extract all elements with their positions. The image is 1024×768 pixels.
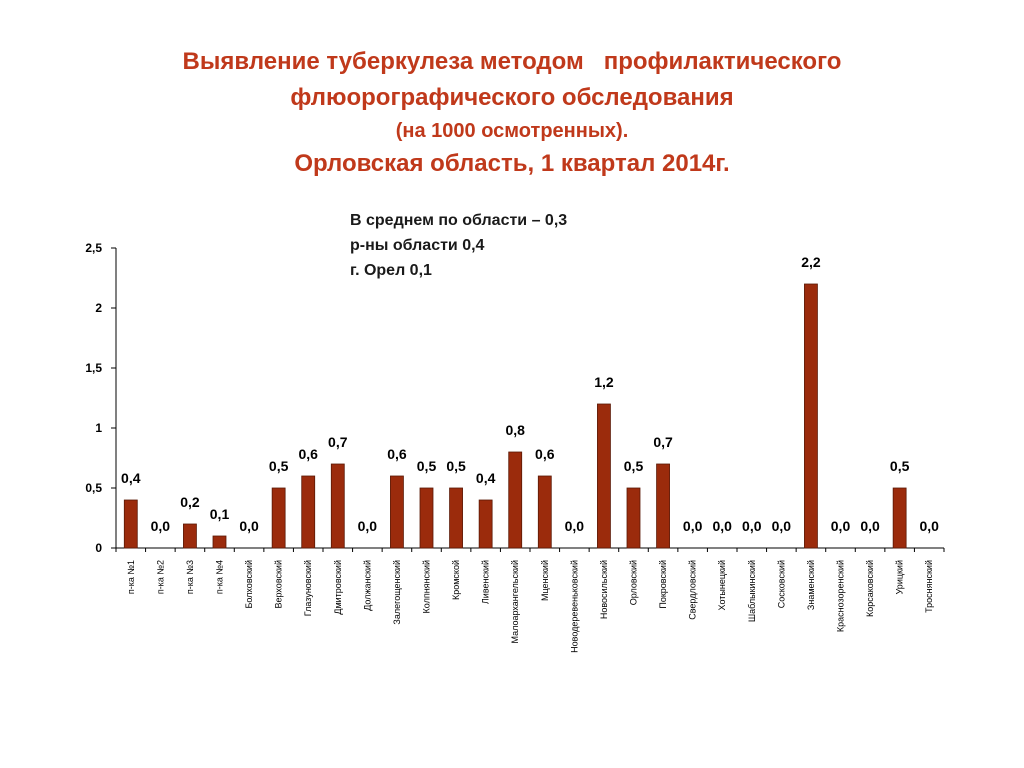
y-tick-label: 0,5 bbox=[85, 481, 102, 495]
category-label: Должанский bbox=[362, 560, 372, 611]
note-districts: р-ны области 0,4 bbox=[350, 237, 485, 254]
category-label: Глазуновский bbox=[303, 560, 313, 616]
bar bbox=[537, 475, 552, 549]
bar-value-label: 1,2 bbox=[594, 374, 614, 390]
bar-value-label: 0,6 bbox=[298, 446, 318, 462]
category-label: Корсаковский bbox=[865, 560, 875, 617]
bar-value-label: 0,7 bbox=[653, 434, 673, 450]
y-tick-label: 0 bbox=[95, 541, 102, 555]
bar bbox=[626, 487, 641, 549]
y-tick-label: 1,5 bbox=[85, 361, 102, 375]
y-tick-label: 2 bbox=[95, 301, 102, 315]
chart-title-line-2: флюорографического обследования bbox=[290, 84, 734, 111]
category-label: Дмитровский bbox=[333, 560, 343, 615]
category-label: Новосильский bbox=[599, 560, 609, 619]
category-label: Ливенский bbox=[481, 560, 491, 604]
bar-value-label: 0,0 bbox=[565, 518, 585, 534]
bar bbox=[656, 463, 670, 549]
bar-value-label: 0,0 bbox=[358, 518, 378, 534]
bar-value-label: 0,5 bbox=[417, 458, 437, 474]
note-average: В среднем по области – 0,3 bbox=[350, 212, 568, 229]
bar-value-label: 0,0 bbox=[712, 518, 732, 534]
bar-value-label: 0,0 bbox=[919, 518, 939, 534]
bar-value-label: 0,2 bbox=[180, 494, 200, 510]
bar bbox=[390, 475, 404, 549]
bar bbox=[892, 487, 907, 549]
note-city: г. Орел 0,1 bbox=[350, 262, 432, 279]
category-label: п-ка №4 bbox=[215, 560, 225, 594]
y-tick-label: 1 bbox=[95, 421, 102, 435]
bar bbox=[804, 283, 818, 549]
bar-value-label: 0,5 bbox=[446, 458, 466, 474]
category-label: Колпнянский bbox=[422, 560, 432, 613]
category-label: Свердловский bbox=[688, 560, 698, 620]
category-label: Мценский bbox=[540, 560, 550, 601]
bar bbox=[597, 403, 611, 549]
bar-value-label: 0,0 bbox=[831, 518, 851, 534]
category-label: Болховский bbox=[244, 560, 254, 609]
bar-value-label: 0,0 bbox=[742, 518, 762, 534]
category-label: Краснозоренский bbox=[836, 560, 846, 632]
category-label: Новодеревеньковский bbox=[569, 560, 579, 653]
bar-value-label: 0,8 bbox=[505, 422, 525, 438]
chart-subtitle: (на 1000 осмотренных). bbox=[395, 120, 629, 142]
category-label: Малоархангельский bbox=[510, 560, 520, 643]
category-label: Верховский bbox=[274, 560, 284, 609]
bar bbox=[183, 523, 197, 549]
bar-value-label: 0,0 bbox=[239, 518, 259, 534]
bar-value-label: 0,0 bbox=[151, 518, 171, 534]
bar-value-label: 0,0 bbox=[683, 518, 703, 534]
category-label: Сосковский bbox=[776, 560, 786, 608]
bar bbox=[449, 487, 463, 549]
bar-value-label: 0,4 bbox=[121, 470, 141, 486]
bar bbox=[419, 487, 434, 549]
category-label: Троснянский bbox=[924, 560, 934, 613]
bar bbox=[508, 451, 523, 549]
category-label: п-ка №1 bbox=[126, 560, 136, 594]
category-label: Хотынецкий bbox=[717, 560, 727, 610]
category-label: Покровский bbox=[658, 560, 668, 609]
category-label: Шаблыкинский bbox=[747, 560, 757, 622]
bar bbox=[330, 463, 345, 549]
bar bbox=[123, 499, 138, 549]
bar-value-label: 0,5 bbox=[624, 458, 644, 474]
category-label: Залегощенский bbox=[392, 560, 402, 625]
y-tick-label: 2,5 bbox=[85, 241, 102, 255]
chart-region-period: Орловская область, 1 квартал 2014г. bbox=[294, 150, 730, 177]
bar-value-label: 2,2 bbox=[801, 254, 821, 270]
category-label: п-ка №2 bbox=[155, 560, 165, 594]
bar-value-label: 0,5 bbox=[269, 458, 289, 474]
bar-value-label: 0,7 bbox=[328, 434, 348, 450]
bar bbox=[271, 487, 286, 549]
category-label: Кромской bbox=[451, 560, 461, 600]
bar bbox=[478, 499, 493, 549]
bar bbox=[212, 535, 227, 549]
category-label: Урицкий bbox=[895, 560, 905, 595]
category-label: Орловский bbox=[629, 560, 639, 605]
bar-value-label: 0,6 bbox=[387, 446, 407, 462]
bar-value-label: 0,1 bbox=[210, 506, 230, 522]
category-label: п-ка №3 bbox=[185, 560, 195, 594]
chart-title-line-1: Выявление туберкулеза методом профилакти… bbox=[182, 48, 842, 75]
bar-value-label: 0,6 bbox=[535, 446, 555, 462]
category-label: Знаменский bbox=[806, 560, 816, 610]
bar-value-label: 0,4 bbox=[476, 470, 496, 486]
bar-value-label: 0,5 bbox=[890, 458, 910, 474]
bar-value-label: 0,0 bbox=[860, 518, 880, 534]
bar-value-label: 0,0 bbox=[772, 518, 792, 534]
bar bbox=[301, 475, 316, 549]
